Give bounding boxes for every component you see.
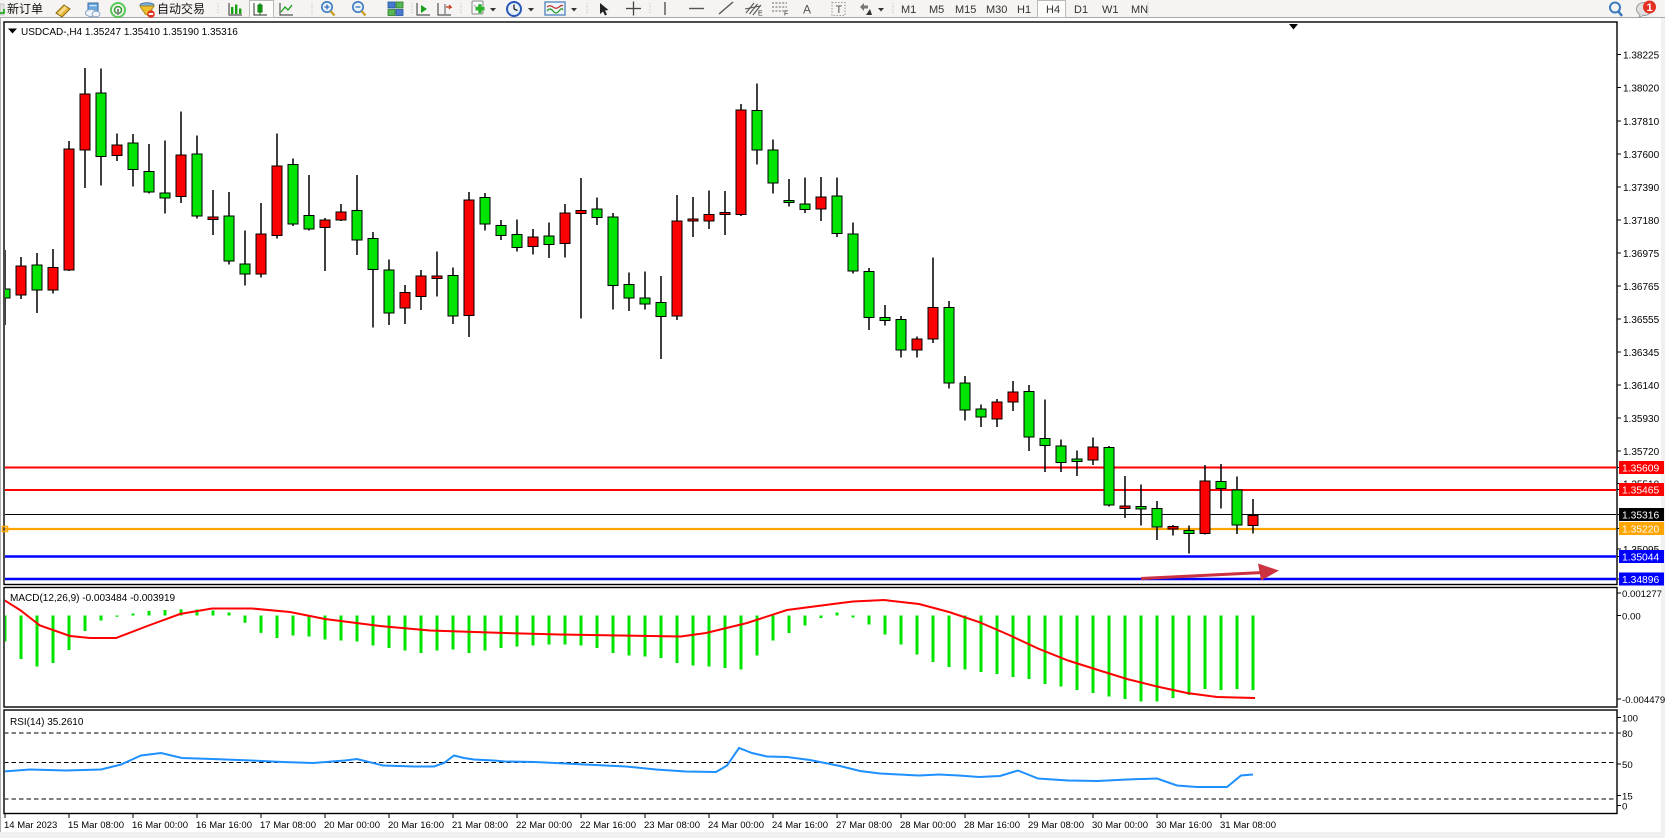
svg-text:24 Mar 16:00: 24 Mar 16:00 <box>772 820 828 831</box>
svg-text:-0.004479: -0.004479 <box>1622 695 1665 706</box>
svg-text:1.36140: 1.36140 <box>1623 381 1660 392</box>
svg-text:1.35044: 1.35044 <box>1622 552 1659 563</box>
svg-text:1.37390: 1.37390 <box>1623 183 1660 194</box>
svg-text:14 Mar 2023: 14 Mar 2023 <box>4 820 57 831</box>
svg-text:E: E <box>758 11 763 18</box>
svg-text:23 Mar 08:00: 23 Mar 08:00 <box>644 820 700 831</box>
svg-text:F: F <box>784 11 788 18</box>
svg-text:31 Mar 08:00: 31 Mar 08:00 <box>1220 820 1276 831</box>
svg-text:1.35720: 1.35720 <box>1623 447 1660 458</box>
svg-text:22 Mar 00:00: 22 Mar 00:00 <box>516 820 572 831</box>
svg-text:15 Mar 08:00: 15 Mar 08:00 <box>68 820 124 831</box>
svg-text:1.37600: 1.37600 <box>1623 150 1660 161</box>
svg-text:H1: H1 <box>1017 4 1031 16</box>
svg-text:15: 15 <box>1622 791 1633 802</box>
svg-text:20 Mar 16:00: 20 Mar 16:00 <box>388 820 444 831</box>
svg-text:MACD(12,26,9) -0.003484 -0.003: MACD(12,26,9) -0.003484 -0.003919 <box>10 593 176 604</box>
svg-text:1.35465: 1.35465 <box>1622 485 1659 496</box>
svg-text:自动交易: 自动交易 <box>157 1 205 16</box>
svg-text:W1: W1 <box>1102 4 1119 16</box>
svg-text:21 Mar 08:00: 21 Mar 08:00 <box>452 820 508 831</box>
svg-text:1.36765: 1.36765 <box>1623 282 1660 293</box>
svg-text:1.35316: 1.35316 <box>1622 510 1659 521</box>
svg-text:0.00: 0.00 <box>1622 611 1641 622</box>
svg-text:M1: M1 <box>901 4 916 16</box>
svg-text:1.36555: 1.36555 <box>1623 315 1660 326</box>
svg-text:100: 100 <box>1622 713 1638 724</box>
svg-text:28 Mar 00:00: 28 Mar 00:00 <box>900 820 956 831</box>
svg-text:30 Mar 00:00: 30 Mar 00:00 <box>1092 820 1148 831</box>
svg-text:T: T <box>836 4 843 16</box>
svg-text:D1: D1 <box>1074 4 1088 16</box>
svg-text:1.38225: 1.38225 <box>1623 50 1660 61</box>
svg-text:16 Mar 00:00: 16 Mar 00:00 <box>132 820 188 831</box>
svg-text:1.36345: 1.36345 <box>1623 348 1660 359</box>
svg-text:H4: H4 <box>1046 4 1060 16</box>
svg-text:1.37180: 1.37180 <box>1623 216 1660 227</box>
svg-text:0.001277: 0.001277 <box>1622 589 1662 600</box>
svg-text:24 Mar 00:00: 24 Mar 00:00 <box>708 820 764 831</box>
svg-text:1.36975: 1.36975 <box>1623 249 1660 260</box>
svg-text:新订单: 新订单 <box>7 1 43 16</box>
svg-text:1.38020: 1.38020 <box>1623 83 1660 94</box>
svg-text:M30: M30 <box>986 4 1007 16</box>
svg-text:1: 1 <box>1646 2 1652 14</box>
svg-text:28 Mar 16:00: 28 Mar 16:00 <box>964 820 1020 831</box>
svg-text:A: A <box>803 3 811 17</box>
svg-text:29 Mar 08:00: 29 Mar 08:00 <box>1028 820 1084 831</box>
svg-text:50: 50 <box>1622 760 1633 771</box>
svg-text:17 Mar 08:00: 17 Mar 08:00 <box>260 820 316 831</box>
svg-text:20 Mar 00:00: 20 Mar 00:00 <box>324 820 380 831</box>
svg-text:1.37810: 1.37810 <box>1623 117 1660 128</box>
svg-text:USDCAD-,H4 1.35247 1.35410 1.: USDCAD-,H4 1.35247 1.35410 1.35190 1.353… <box>21 27 238 38</box>
svg-text:M5: M5 <box>929 4 944 16</box>
svg-text:1.35609: 1.35609 <box>1622 463 1659 474</box>
svg-text:1.35930: 1.35930 <box>1623 414 1660 425</box>
svg-text:1.35220: 1.35220 <box>1622 524 1659 535</box>
svg-text:80: 80 <box>1622 729 1633 740</box>
svg-text:1.34896: 1.34896 <box>1622 575 1659 586</box>
svg-text:RSI(14) 35.2610: RSI(14) 35.2610 <box>10 717 84 728</box>
svg-text:0: 0 <box>1622 801 1627 812</box>
svg-text:27 Mar 08:00: 27 Mar 08:00 <box>836 820 892 831</box>
svg-text:22 Mar 16:00: 22 Mar 16:00 <box>580 820 636 831</box>
svg-text:M15: M15 <box>955 4 976 16</box>
svg-text:30 Mar 16:00: 30 Mar 16:00 <box>1156 820 1212 831</box>
svg-text:MN: MN <box>1131 4 1148 16</box>
svg-text:16 Mar 16:00: 16 Mar 16:00 <box>196 820 252 831</box>
